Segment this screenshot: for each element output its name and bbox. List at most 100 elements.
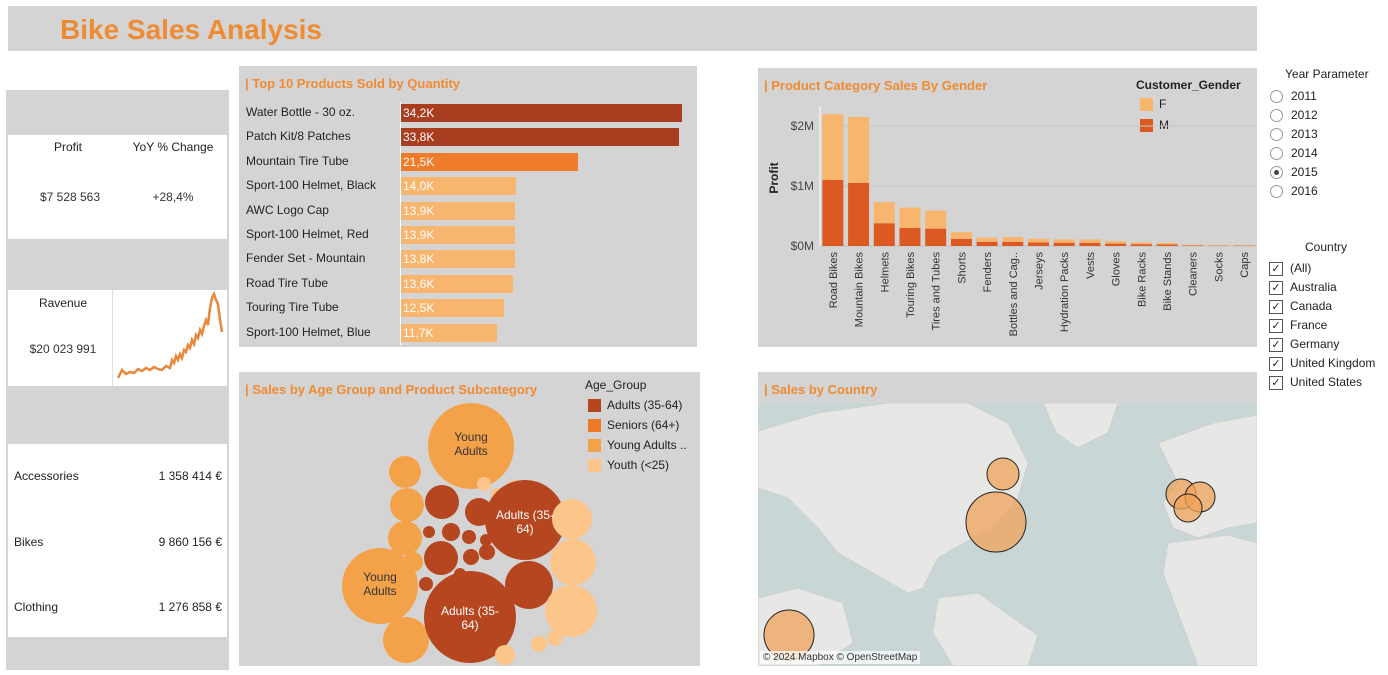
product-row[interactable]: Road Tire Tube 13,6K [239,272,695,296]
bar-female[interactable] [899,207,921,228]
year-option-2013[interactable]: 2013 [1270,127,1318,142]
product-row[interactable]: Sport-100 Helmet, Black 14,0K [239,174,695,198]
year-option-2011[interactable]: 2011 [1270,89,1317,104]
radio-button[interactable] [1270,109,1283,123]
product-bar[interactable] [401,323,498,342]
bar-male[interactable] [1182,245,1204,246]
checkbox[interactable]: ✓ [1269,299,1283,314]
country-option[interactable]: ✓ United States [1269,375,1362,390]
product-row[interactable]: AWC Logo Cap 13,9K [239,199,695,223]
map-attribution[interactable]: © 2024 Mapbox © OpenStreetMap [760,651,921,664]
x-tick-label: Tires and Tubes [931,252,943,331]
country-option[interactable]: ✓ Canada [1269,299,1332,314]
bar-female[interactable] [848,117,870,183]
legend-label: F [1159,97,1167,111]
year-option-2015[interactable]: 2015 [1270,165,1318,180]
bar-male[interactable] [925,228,947,246]
bar-male[interactable] [1130,244,1152,246]
checkbox[interactable]: ✓ [1269,318,1283,333]
category-row-accessories[interactable]: Accessories 1 358 414 € [14,469,222,483]
bar-female[interactable] [1182,244,1204,246]
country-option[interactable]: ✓ Australia [1269,280,1337,295]
product-bar[interactable] [401,201,516,220]
legend-item-female[interactable]: F [1140,97,1167,112]
product-bar[interactable] [401,274,513,293]
bar-female[interactable] [1105,241,1127,244]
bar-male[interactable] [1053,242,1075,246]
legend-label: Youth (<25) [607,458,669,472]
product-bar[interactable] [401,128,680,147]
year-option-2012[interactable]: 2012 [1270,108,1318,123]
checkbox[interactable]: ✓ [1269,337,1283,352]
profit-value: $7 528 563 [39,190,101,204]
bar-female[interactable] [873,202,895,224]
bar-female[interactable] [1028,238,1049,243]
bar-male[interactable] [1156,244,1178,247]
bar-male[interactable] [1105,243,1127,246]
radio-button[interactable] [1270,185,1283,199]
bar-female[interactable] [1130,242,1152,245]
bar-male[interactable] [976,241,998,246]
bubble [428,403,514,489]
country-option[interactable]: ✓ United Kingdom [1269,356,1375,371]
radio-button[interactable] [1270,90,1283,104]
radio-button[interactable] [1270,166,1283,180]
bar-female[interactable] [1053,239,1075,243]
country-option[interactable]: ✓ France [1269,318,1327,333]
product-row[interactable]: Sport-100 Helmet, Blue 11,7K [239,321,695,345]
product-bar-label: 13,9K [403,203,435,218]
product-row[interactable]: Touring Tire Tube 12,5K [239,296,695,320]
category-row-bikes[interactable]: Bikes 9 860 156 € [14,535,222,549]
checkbox[interactable]: ✓ [1269,356,1283,371]
product-bar-label: 21,5K [403,154,435,169]
product-bar[interactable] [401,299,504,318]
product-row[interactable]: Mountain Tire Tube 21,5K [239,150,695,174]
product-row[interactable]: Sport-100 Helmet, Red 13,9K [239,223,695,247]
bar-female[interactable] [1156,243,1178,245]
bar-male[interactable] [873,223,895,246]
radio-button[interactable] [1270,147,1283,161]
bar-male[interactable] [848,183,870,246]
bar-male[interactable] [950,238,972,246]
bar-female[interactable] [925,210,947,229]
country-option[interactable]: ✓ Germany [1269,337,1339,352]
bar-male[interactable] [899,228,921,246]
year-label: 2015 [1291,165,1318,179]
category-name: Bikes [14,535,44,549]
map-bubble-canada [986,457,1020,491]
checkbox[interactable]: ✓ [1269,375,1283,390]
bar-female[interactable] [976,237,998,242]
bar-male[interactable] [822,180,844,246]
product-row[interactable]: Fender Set - Mountain 13,8K [239,247,695,271]
product-bar[interactable] [401,104,683,122]
bar-female[interactable] [822,114,844,180]
legend-item-adults[interactable]: Adults (35-64) [588,398,682,413]
product-row[interactable]: Water Bottle - 30 oz. 34,2K [239,101,695,125]
bar-female[interactable] [950,232,972,239]
bar-male[interactable] [1002,241,1024,246]
product-bar[interactable] [401,177,517,196]
year-option-2016[interactable]: 2016 [1270,184,1318,199]
legend-item-youth[interactable]: Youth (<25) [588,458,669,473]
revenue-card[interactable]: Ravenue $20 023 991 [8,290,227,386]
year-parameter-title: Year Parameter [1285,67,1369,81]
x-tick-label: Jerseys [1034,252,1046,290]
profit-card[interactable]: Profit YoY % Change $7 528 563 +28,4% [8,135,227,239]
bar-male[interactable] [1028,242,1049,246]
legend-item-seniors[interactable]: Seniors (64+) [588,418,679,433]
world-map[interactable] [758,403,1257,666]
radio-button[interactable] [1270,128,1283,142]
year-option-2014[interactable]: 2014 [1270,146,1318,161]
bar-female[interactable] [1002,237,1024,242]
bar-male[interactable] [1079,243,1101,246]
legend-item-young-adults[interactable]: Young Adults .. [588,438,687,453]
product-row[interactable]: Patch Kit/8 Patches 33,8K [239,125,695,149]
checkbox[interactable]: ✓ [1269,280,1283,295]
product-bar[interactable] [401,226,516,244]
category-row-clothing[interactable]: Clothing 1 276 858 € [14,600,222,614]
product-bar[interactable] [401,152,578,171]
product-bar[interactable] [401,250,515,269]
checkbox[interactable]: ✓ [1269,261,1283,276]
bar-female[interactable] [1079,239,1101,243]
country-option[interactable]: ✓ (All) [1269,261,1311,276]
